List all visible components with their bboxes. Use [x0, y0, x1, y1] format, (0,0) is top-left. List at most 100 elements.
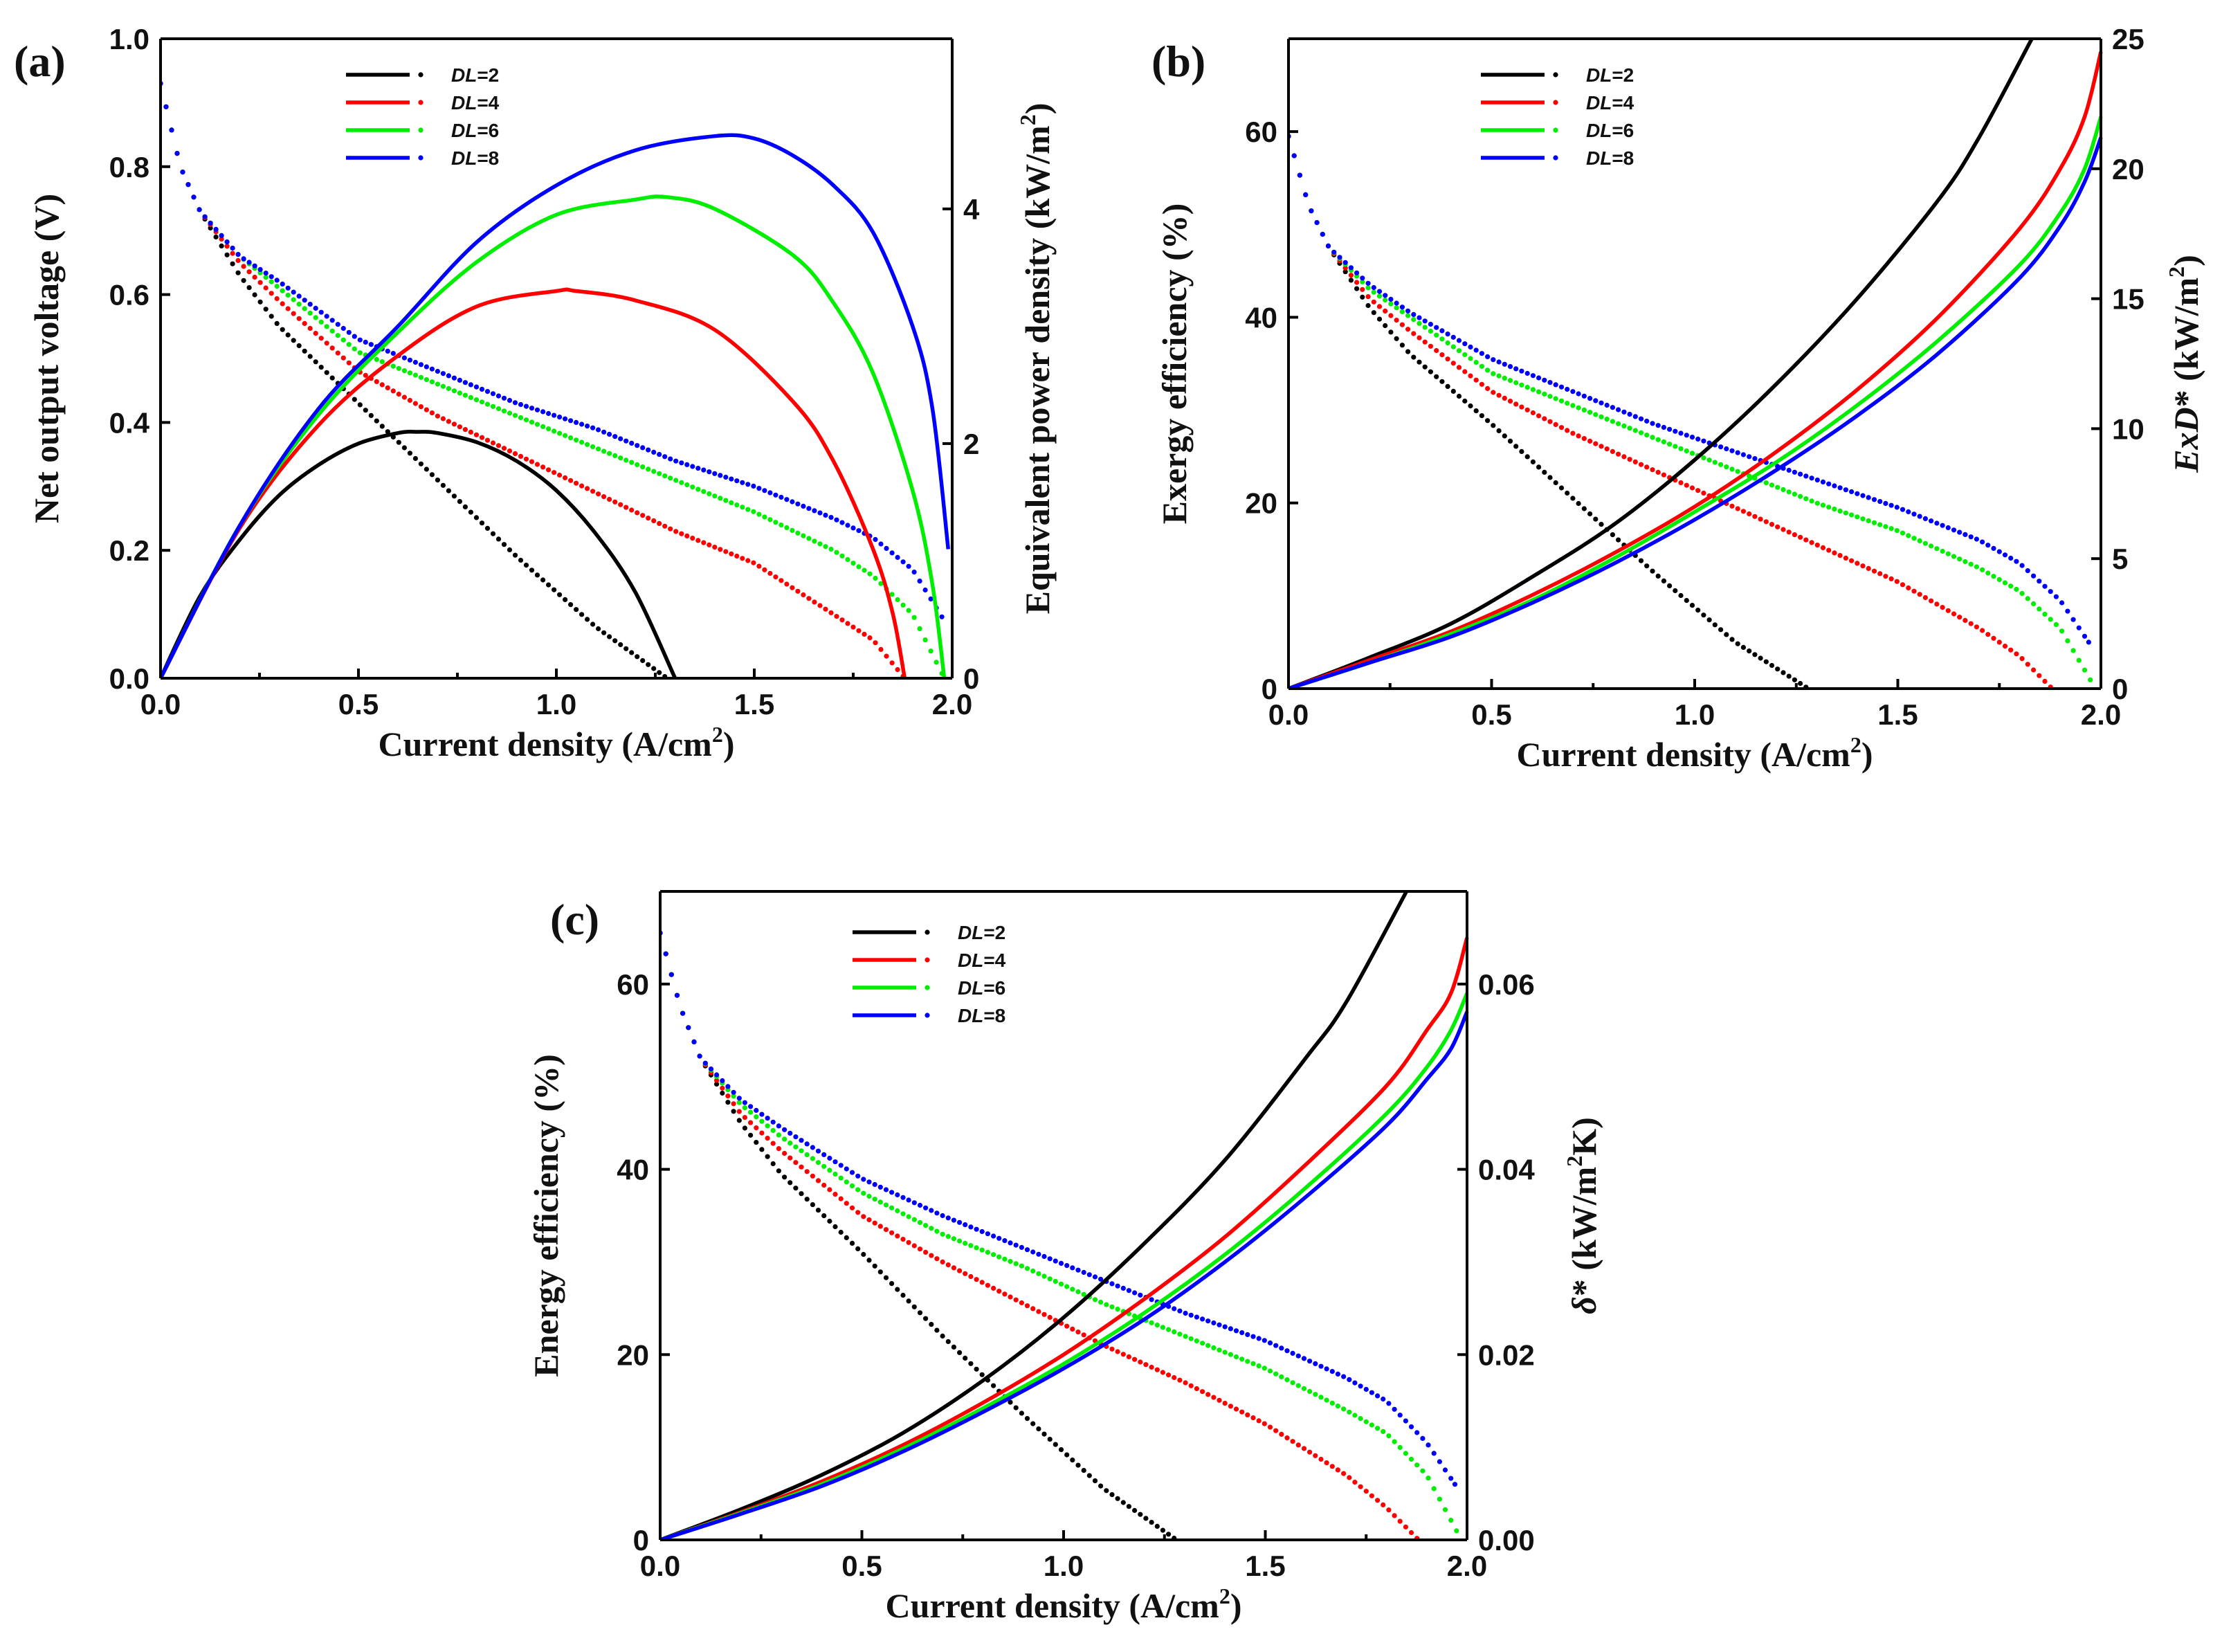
data-point: [618, 436, 623, 442]
data-point: [951, 1217, 956, 1223]
data-point: [335, 350, 340, 356]
data-point: [1392, 1406, 1397, 1412]
data-point: [401, 445, 408, 451]
data-point: [285, 332, 291, 338]
right-tick-label: 20: [2112, 153, 2144, 185]
data-point: [1877, 522, 1883, 527]
data-point: [563, 433, 568, 438]
data-point: [787, 1141, 793, 1146]
data-point: [318, 319, 324, 325]
series-line-dl-8: [1288, 136, 2103, 689]
data-point: [329, 328, 335, 334]
data-point: [1290, 1350, 1295, 1356]
data-point: [657, 471, 662, 476]
data-point: [810, 1156, 815, 1161]
data-point: [501, 408, 507, 414]
data-point: [1479, 351, 1484, 356]
data-point: [523, 403, 529, 409]
data-point: [856, 628, 862, 633]
data-point: [307, 302, 313, 307]
data-point: [855, 1210, 861, 1215]
data-point: [815, 1178, 821, 1183]
data-point: [1273, 1371, 1279, 1377]
data-point: [340, 337, 346, 343]
data-point: [1587, 396, 1593, 401]
data-point: [1536, 389, 1542, 394]
data-point: [1439, 379, 1445, 384]
data-point: [1437, 1459, 1442, 1464]
data-point: [827, 1168, 832, 1173]
data-point: [804, 1197, 810, 1202]
data-point: [1383, 293, 1388, 298]
data-point: [742, 1100, 747, 1105]
data-point: [512, 412, 518, 418]
data-point: [801, 592, 806, 598]
series-dots-dl-4: [161, 81, 906, 678]
data-point: [1024, 1247, 1030, 1253]
data-point: [751, 560, 756, 565]
data-point: [1064, 1284, 1070, 1289]
series-line-dl-4: [161, 287, 907, 678]
data-point: [1980, 567, 1985, 572]
data-point: [1329, 1464, 1335, 1469]
data-point: [1701, 490, 1706, 496]
data-point: [390, 388, 396, 394]
data-point: [736, 1109, 742, 1114]
data-point: [996, 1289, 1002, 1294]
data-point: [1250, 1415, 1256, 1421]
data-point: [1394, 305, 1399, 311]
data-point: [979, 1372, 985, 1377]
data-point: [1968, 534, 1974, 540]
data-point: [507, 397, 513, 403]
data-point: [877, 1224, 883, 1229]
data-point: [985, 1249, 990, 1255]
data-point: [1644, 433, 1650, 438]
data-point: [1233, 1354, 1239, 1360]
data-point: [1426, 1476, 1431, 1481]
data-point: [1442, 1507, 1448, 1512]
data-point: [163, 104, 169, 109]
data-point: [1581, 407, 1587, 413]
data-point: [1394, 336, 1399, 341]
data-point: [1205, 1318, 1211, 1324]
legend: DL=2 DL=4 DL=6 DL=8: [1481, 64, 1634, 169]
data-point: [1030, 1306, 1036, 1311]
data-point: [782, 1174, 787, 1180]
data-point: [855, 1187, 861, 1192]
data-point: [1183, 1310, 1188, 1316]
data-point: [552, 470, 557, 475]
data-point: [230, 245, 235, 251]
data-point: [1906, 585, 1911, 591]
left-tick-label: 1.0: [109, 23, 149, 55]
data-point: [1610, 405, 1615, 410]
data-point: [307, 310, 313, 316]
data-point: [1256, 1336, 1262, 1341]
data-point: [817, 510, 823, 516]
data-point: [1013, 1261, 1019, 1267]
legend-dot-swatch: [418, 127, 424, 133]
data-point: [951, 1236, 956, 1242]
data-point: [2025, 662, 2030, 667]
data-point: [540, 424, 546, 430]
data-point: [1644, 418, 1650, 424]
data-point: [839, 520, 845, 525]
data-point: [1519, 368, 1524, 374]
data-point: [657, 520, 662, 527]
legend-dot-swatch: [418, 155, 424, 161]
data-point: [407, 397, 413, 403]
data-point: [827, 1155, 832, 1161]
data-point: [1701, 455, 1706, 461]
data-point: [280, 288, 285, 293]
data-point: [1347, 1409, 1352, 1415]
data-point: [1092, 1478, 1098, 1484]
data-point: [479, 435, 485, 440]
data-point: [1250, 1334, 1256, 1339]
data-point: [379, 424, 385, 429]
data-point: [1513, 401, 1519, 407]
series-dots-dl-6: [161, 81, 945, 676]
data-point: [1314, 220, 1320, 226]
legend-dot-swatch: [418, 100, 424, 105]
data-point: [1957, 615, 1963, 620]
data-point: [1403, 1451, 1408, 1456]
data-point: [468, 382, 474, 388]
